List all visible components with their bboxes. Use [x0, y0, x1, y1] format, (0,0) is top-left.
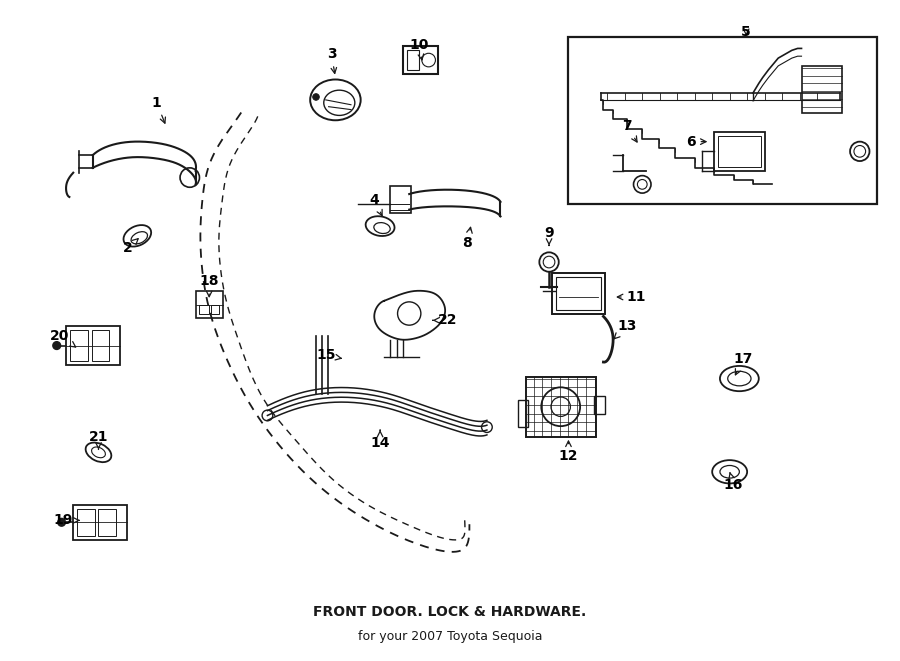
Circle shape	[58, 518, 66, 526]
Bar	[594, 396, 606, 414]
Text: 6: 6	[686, 135, 706, 149]
Bar	[73, 505, 127, 540]
Bar	[70, 330, 88, 361]
Text: 2: 2	[122, 239, 139, 255]
Text: 20: 20	[50, 329, 76, 347]
Text: 13: 13	[614, 319, 636, 338]
Bar	[802, 66, 842, 112]
Text: 19: 19	[54, 514, 79, 527]
Text: 7: 7	[622, 119, 637, 142]
Circle shape	[312, 94, 319, 100]
Bar	[556, 276, 601, 309]
Bar	[92, 330, 109, 361]
Bar	[403, 46, 438, 73]
Text: 9: 9	[544, 226, 554, 245]
Bar	[212, 305, 219, 315]
Bar	[408, 50, 418, 70]
Bar	[200, 305, 209, 315]
Text: 16: 16	[724, 473, 743, 492]
Bar	[526, 377, 596, 437]
Bar	[67, 326, 120, 365]
Bar	[718, 136, 760, 167]
Text: 4: 4	[369, 193, 382, 215]
Bar	[98, 509, 116, 536]
Text: 3: 3	[327, 47, 337, 73]
Text: 12: 12	[559, 441, 578, 463]
Text: 10: 10	[410, 38, 428, 60]
Bar	[714, 132, 765, 171]
Text: 21: 21	[89, 430, 108, 449]
Bar	[552, 273, 606, 313]
Text: for your 2007 Toyota Sequoia: for your 2007 Toyota Sequoia	[358, 631, 542, 643]
Text: FRONT DOOR. LOCK & HARDWARE.: FRONT DOOR. LOCK & HARDWARE.	[313, 605, 587, 619]
Bar	[390, 186, 411, 214]
Text: 1: 1	[152, 96, 166, 123]
Text: 11: 11	[617, 290, 646, 304]
Polygon shape	[374, 291, 446, 340]
Bar	[518, 400, 527, 427]
Bar	[195, 292, 223, 319]
Text: 22: 22	[433, 313, 458, 327]
Text: 14: 14	[370, 430, 390, 449]
Text: 15: 15	[316, 348, 341, 362]
Circle shape	[53, 342, 60, 350]
Text: 8: 8	[463, 227, 473, 250]
Bar	[77, 509, 94, 536]
Bar	[569, 37, 878, 204]
Text: 5: 5	[742, 25, 751, 39]
Text: 18: 18	[200, 274, 219, 297]
Text: 17: 17	[734, 352, 753, 375]
